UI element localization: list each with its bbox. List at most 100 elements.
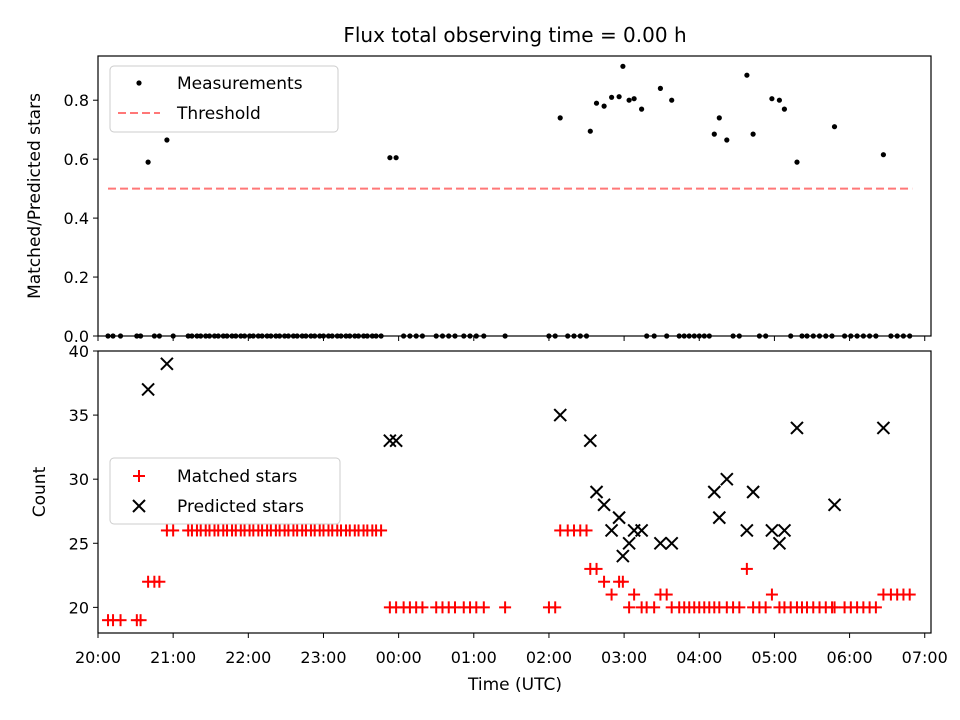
x-axis-label: Time (UTC) xyxy=(467,675,562,695)
matched-star-point-80 xyxy=(605,588,618,601)
bottom-legend: Matched stars Predicted stars xyxy=(109,457,341,525)
legend-label-matched-stars: Matched stars xyxy=(177,467,297,487)
matched-star-point-103 xyxy=(740,562,753,575)
matched-star-point-69 xyxy=(499,601,512,614)
top-y-axis: 0.0 0.2 0.4 0.6 0.8 xyxy=(64,91,98,346)
predicted-star-point-5 xyxy=(583,434,597,448)
matched-star-point-79 xyxy=(598,575,611,588)
measurement-point-100 xyxy=(724,137,730,143)
predicted-star-point-4 xyxy=(553,408,567,422)
measurement-point-109 xyxy=(781,106,788,112)
legend-label-measurements: Measurements xyxy=(177,74,303,94)
matched-star-point-9 xyxy=(167,524,180,537)
bottom-plot-frame xyxy=(97,350,932,634)
predicted-star-point-0 xyxy=(141,382,155,397)
predicted-star-point-26 xyxy=(876,421,891,435)
legend-marker-matched-stars xyxy=(133,470,145,482)
matched-star-point-129 xyxy=(903,588,916,601)
measurement-point-85 xyxy=(639,106,645,112)
matched-star-point-83 xyxy=(623,601,636,614)
bottom-x-tick-label-00-00: 00:00 xyxy=(376,648,422,667)
measurement-point-118 xyxy=(831,124,838,130)
predicted-star-point-14 xyxy=(653,536,668,550)
measurement-point-8 xyxy=(164,137,170,143)
bottom-x-tick-label-04-00: 04:00 xyxy=(676,648,722,667)
predicted-star-point-8 xyxy=(604,523,619,538)
matched-star-point-7 xyxy=(153,575,166,588)
measurement-point-80 xyxy=(609,94,615,100)
bottom-y-tick-label-25: 25 xyxy=(69,534,89,553)
bottom-x-tick-label-07-00: 07:00 xyxy=(902,648,948,667)
top-legend: Measurements Threshold xyxy=(109,65,339,133)
measurement-point-125 xyxy=(880,152,887,158)
bottom-x-tick-label-22-00: 22:00 xyxy=(225,648,271,667)
matched-star-point-4 xyxy=(134,614,147,627)
measurement-point-56 xyxy=(393,155,399,161)
matched-star-point-2 xyxy=(114,614,127,627)
bottom-y-tick-label-20: 20 xyxy=(69,598,89,617)
matched-star-point-89 xyxy=(660,588,673,601)
bottom-x-tick-label-21-00: 21:00 xyxy=(150,648,196,667)
measurement-point-5 xyxy=(145,159,151,165)
measurement-point-84 xyxy=(631,96,637,102)
matched-star-point-124 xyxy=(869,601,882,614)
bottom-plot: 20 25 30 35 40 20:00 21:00 22:00 23:00 00:00 01:0… xyxy=(30,342,948,695)
bottom-x-tick-label-20-00: 20:00 xyxy=(75,648,121,667)
predicted-star-point-10 xyxy=(616,549,630,563)
matched-star-point-76 xyxy=(580,524,593,537)
legend-label-predicted-stars: Predicted stars xyxy=(177,497,304,517)
bottom-x-tick-label-05-00: 05:00 xyxy=(751,648,797,667)
top-plot-data xyxy=(105,63,913,339)
predicted-star-point-19 xyxy=(740,523,754,538)
matched-star-point-118 xyxy=(828,601,841,614)
predicted-star-point-21 xyxy=(765,523,779,538)
matched-star-point-54 xyxy=(375,524,388,537)
bottom-x-axis: 20:00 21:00 22:00 23:00 00:00 01:00 02:00 03:00… xyxy=(75,633,948,667)
bottom-legend-box xyxy=(109,457,341,525)
measurement-point-83 xyxy=(626,97,632,103)
measurement-point-108 xyxy=(776,97,783,103)
measurement-point-103 xyxy=(744,72,750,78)
matched-star-point-87 xyxy=(648,601,661,614)
bottom-x-tick-label-23-00: 23:00 xyxy=(300,648,346,667)
top-plot: 0.00.20.40.60.8 Matched/Predicted stars … xyxy=(25,55,932,346)
legend-label-threshold: Threshold xyxy=(176,104,261,124)
predicted-star-point-25 xyxy=(827,498,842,512)
top-x-axis xyxy=(97,336,926,341)
matched-star-point-84 xyxy=(628,588,641,601)
predicted-star-point-6 xyxy=(589,485,604,499)
predicted-star-point-9 xyxy=(612,510,626,525)
measurement-point-79 xyxy=(601,103,607,109)
predicted-star-point-24 xyxy=(790,421,804,435)
top-y-tick-label-0-6: 0.6 xyxy=(64,150,89,169)
predicted-star-point-17 xyxy=(712,510,727,525)
legend-marker-predicted-stars xyxy=(132,499,146,513)
matched-star-point-107 xyxy=(765,588,778,601)
predicted-star-point-13 xyxy=(634,523,649,538)
chart-title: Flux total observing time = 0.00 h xyxy=(343,23,686,47)
predicted-star-point-15 xyxy=(664,536,679,550)
bottom-y-tick-label-40: 40 xyxy=(69,342,89,361)
predicted-star-point-16 xyxy=(707,485,722,499)
predicted-star-point-20 xyxy=(746,485,760,499)
measurement-point-111 xyxy=(794,159,800,165)
predicted-star-point-3 xyxy=(389,434,403,448)
predicted-star-point-18 xyxy=(720,472,734,486)
matched-star-point-106 xyxy=(759,601,772,614)
measurement-point-98 xyxy=(711,131,717,137)
measurement-point-104 xyxy=(750,131,756,137)
top-y-tick-label-0-2: 0.2 xyxy=(64,268,89,287)
measurement-point-99 xyxy=(716,115,722,121)
bottom-y-tick-label-35: 35 xyxy=(69,406,89,425)
measurement-point-81 xyxy=(616,94,622,100)
top-plot-frame xyxy=(97,55,932,337)
predicted-star-point-23 xyxy=(777,523,792,538)
predicted-star-point-1 xyxy=(160,357,174,371)
top-y-tick-label-0-0: 0.0 xyxy=(64,327,89,346)
bottom-x-tick-label-03-00: 03:00 xyxy=(601,648,647,667)
measurement-point-82 xyxy=(620,63,626,69)
measurement-point-55 xyxy=(387,155,393,161)
top-y-tick-label-0-8: 0.8 xyxy=(64,91,89,110)
top-legend-box xyxy=(109,65,339,133)
